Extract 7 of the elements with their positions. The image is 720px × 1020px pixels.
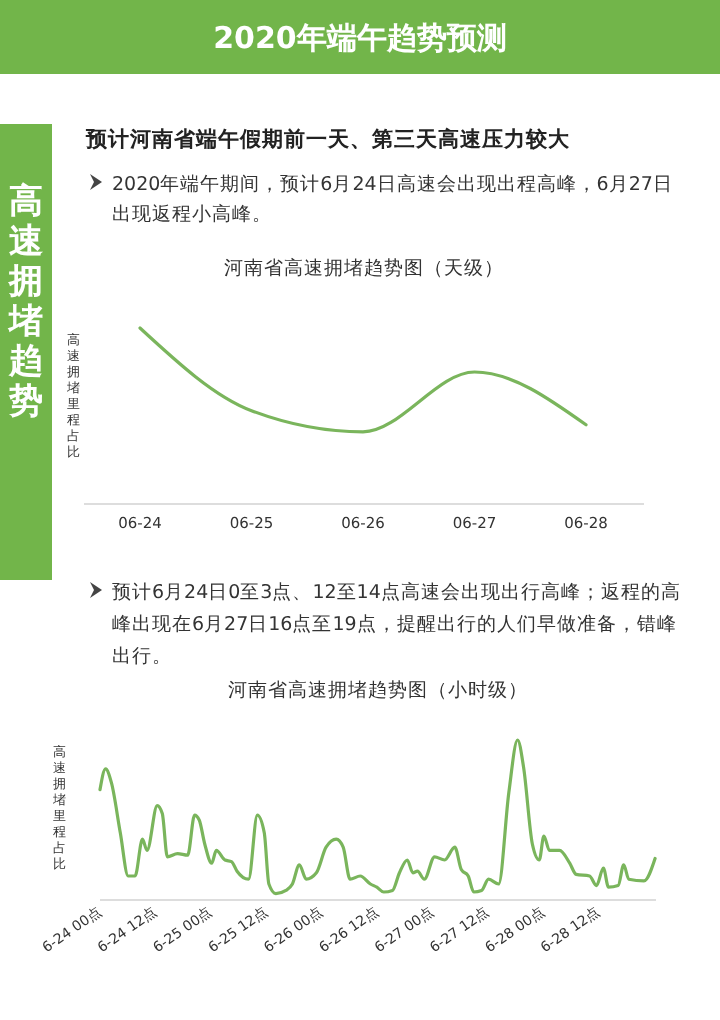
text: 2020年端午趋势预测 (213, 20, 507, 56)
chart-title: 河南省高速拥堵趋势图（小时级） (228, 678, 528, 702)
text: 高速拥堵趋势 (7, 182, 43, 422)
text: 2020年端午期间，预计6月24日高速会出现出程高峰，6月27日出现返程小高峰。 (112, 172, 673, 226)
text: 预计6月24日0至3点、12至14点高速会出现出行高峰；返程的高峰出现在6月27日16点至19点，提醒出行的人们早做准备，错峰出行。 (112, 580, 681, 668)
text: 预计河南省端午假期前一天、第三天高速压力较大 (84, 126, 572, 152)
chart-title: 河南省高速拥堵趋势图（天级） (224, 256, 504, 280)
